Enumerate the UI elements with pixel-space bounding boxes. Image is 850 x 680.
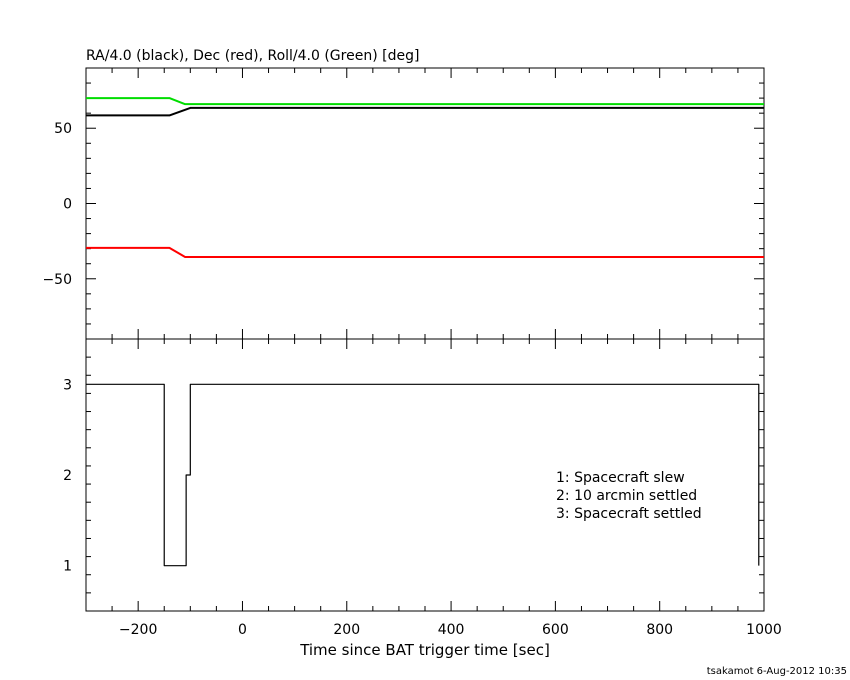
credit-stamp: tsakamot 6-Aug-2012 10:35 <box>707 666 847 677</box>
attitude-panel: RA/4.0 (black), Dec (red), Roll/4.0 (Gre… <box>42 48 765 340</box>
status-minor-ticks <box>85 338 764 612</box>
x-tick-label: 200 <box>333 622 360 638</box>
y-tick-label: 0 <box>63 197 72 213</box>
series-line-0 <box>86 383 760 567</box>
y-tick-label: 50 <box>54 121 72 137</box>
x-tick-label: −200 <box>119 622 157 638</box>
x-tick-label: 0 <box>238 622 247 638</box>
x-tick-label: 600 <box>542 622 569 638</box>
status-panel: 1 2 3 −200 0 200 400 600 800 1000 1: Spacecraft … <box>63 338 782 659</box>
attitude-series <box>86 97 764 258</box>
status-ytick-labels: 1 2 3 <box>63 377 72 574</box>
legend-10arcmin: 2: 10 arcmin settled <box>556 488 697 504</box>
y-tick-label: 1 <box>63 559 72 575</box>
series-line-1 <box>86 246 764 258</box>
y-tick-label: 3 <box>63 377 72 393</box>
legend-slew: 1: Spacecraft slew <box>556 470 685 486</box>
x-tick-label: 800 <box>646 622 673 638</box>
attitude-major-ticks <box>86 68 765 339</box>
x-axis-label: Time since BAT trigger time [sec] <box>299 641 550 659</box>
x-tick-label: 400 <box>438 622 465 638</box>
series-line-2 <box>86 97 764 106</box>
legend-settled: 3: Spacecraft settled <box>556 506 702 522</box>
y-tick-label: −50 <box>42 272 72 288</box>
attitude-title: RA/4.0 (black), Dec (red), Roll/4.0 (Gre… <box>86 48 419 64</box>
attitude-minor-ticks <box>85 67 764 340</box>
attitude-ytick-labels: −50 0 50 <box>42 121 72 288</box>
status-series <box>86 383 760 567</box>
status-major-ticks <box>137 339 765 611</box>
y-tick-label: 2 <box>63 468 72 484</box>
x-tick-label: 1000 <box>746 622 782 638</box>
time-axis-tick-labels: −200 0 200 400 600 800 1000 <box>119 622 782 638</box>
series-line-0 <box>86 106 764 117</box>
